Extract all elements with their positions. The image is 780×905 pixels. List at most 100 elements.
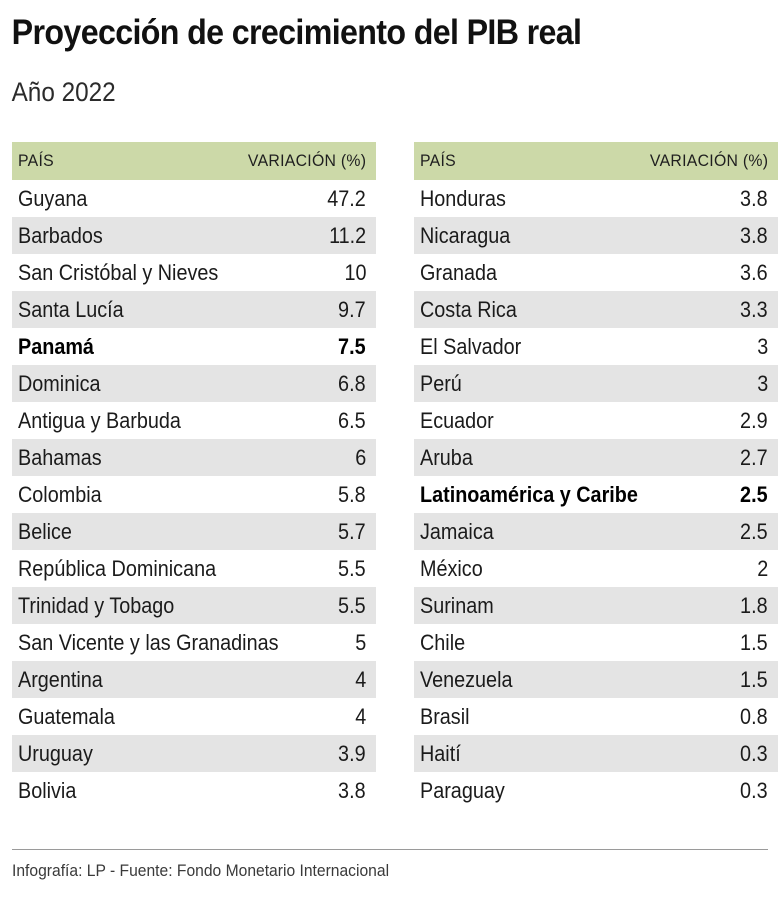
footer-divider [12, 849, 768, 850]
cell-country: Paraguay [420, 777, 505, 803]
cell-variation: 9.7 [338, 296, 366, 322]
table-header-row-right: PAÍS VARIACIÓN (%) [414, 142, 778, 180]
cell-country: Guatemala [18, 703, 115, 729]
cell-variation: 6.8 [338, 370, 366, 396]
cell-variation: 3 [756, 370, 768, 396]
cell-variation: 0.8 [740, 703, 768, 729]
cell-country: San Cristóbal y Nieves [18, 259, 219, 285]
cell-variation: 47.2 [327, 185, 366, 211]
table-row: Belice 5.7 [12, 513, 376, 550]
cell-variation: 4 [354, 703, 366, 729]
table-row: Paraguay 0.3 [414, 772, 778, 809]
cell-country: Surinam [420, 592, 494, 618]
cell-variation: 11.2 [328, 222, 366, 248]
cell-country: Bolivia [18, 777, 77, 803]
table-row: República Dominicana 5.5 [12, 550, 376, 587]
table-row: Guyana 47.2 [12, 180, 376, 217]
cell-country: Perú [420, 370, 462, 396]
cell-variation: 5.5 [338, 592, 366, 618]
table-row: Honduras 3.8 [414, 180, 778, 217]
tables-container: PAÍS VARIACIÓN (%) Guyana 47.2 Barbados 11.… [8, 108, 778, 809]
table-row: México 2 [414, 550, 778, 587]
cell-variation: 0.3 [740, 740, 768, 766]
cell-variation: 3.8 [338, 777, 366, 803]
table-row: Guatemala 4 [12, 698, 376, 735]
cell-country: Ecuador [420, 407, 494, 433]
cell-country: Granada [420, 259, 498, 285]
table-row: Argentina 4 [12, 661, 376, 698]
table-row: Chile 1.5 [414, 624, 778, 661]
cell-country: Haití [420, 740, 461, 766]
cell-country: Aruba [420, 444, 473, 470]
cell-country: Belice [18, 518, 72, 544]
table-row: Costa Rica 3.3 [414, 291, 778, 328]
cell-variation: 5 [354, 629, 366, 655]
table-row: Barbados 11.2 [12, 217, 376, 254]
cell-country: República Dominicana [18, 555, 217, 581]
cell-variation: 6 [354, 444, 366, 470]
table-body-left: Guyana 47.2 Barbados 11.2 San Cristóbal y Ni… [12, 180, 376, 809]
cell-variation: 3.6 [740, 259, 768, 285]
cell-variation: 3.8 [740, 222, 768, 248]
table-row: Brasil 0.8 [414, 698, 778, 735]
cell-variation: 2 [756, 555, 768, 581]
cell-country: El Salvador [420, 333, 522, 359]
cell-country: México [420, 555, 483, 581]
table-row: Nicaragua 3.8 [414, 217, 778, 254]
table-row: Bahamas 6 [12, 439, 376, 476]
cell-country: Uruguay [18, 740, 93, 766]
table-row: Santa Lucía 9.7 [12, 291, 376, 328]
cell-country: Colombia [18, 481, 102, 507]
cell-country: Barbados [18, 222, 103, 248]
column-header-variation: VARIACIÓN (%) [247, 151, 366, 170]
cell-variation: 5.7 [338, 518, 366, 544]
cell-variation: 3 [756, 333, 768, 359]
cell-variation: 3.9 [338, 740, 366, 766]
cell-variation: 10 [343, 259, 366, 285]
cell-country: Bahamas [18, 444, 102, 470]
cell-country: Antigua y Barbuda [18, 407, 181, 433]
cell-country: Trinidad y Tobago [18, 592, 175, 618]
footer: Infografía: LP - Fuente: Fondo Monetario… [12, 849, 768, 881]
cell-variation: 1.5 [740, 629, 768, 655]
cell-variation: 7.5 [338, 333, 366, 359]
cell-variation: 4 [354, 666, 366, 692]
cell-country: Jamaica [420, 518, 494, 544]
table-row: Granada 3.6 [414, 254, 778, 291]
cell-variation: 2.5 [740, 518, 768, 544]
table-row: Ecuador 2.9 [414, 402, 778, 439]
table-row: Aruba 2.7 [414, 439, 778, 476]
cell-country: Nicaragua [420, 222, 511, 248]
cell-country: Costa Rica [420, 296, 517, 322]
footer-credit: Infografía: LP - Fuente: Fondo Monetario… [12, 861, 390, 880]
cell-variation: 6.5 [338, 407, 366, 433]
cell-variation: 2.7 [740, 444, 768, 470]
table-row: Bolivia 3.8 [12, 772, 376, 809]
cell-country: Guyana [18, 185, 88, 211]
table-row: Panamá 7.5 [12, 328, 376, 365]
table-row: San Cristóbal y Nieves 10 [12, 254, 376, 291]
table-row: Perú 3 [414, 365, 778, 402]
cell-variation: 3.8 [740, 185, 768, 211]
cell-variation: 0.3 [740, 777, 768, 803]
cell-variation: 5.8 [338, 481, 366, 507]
table-row: Colombia 5.8 [12, 476, 376, 513]
cell-variation: 1.5 [740, 666, 768, 692]
page-subtitle: Año 2022 [11, 77, 116, 107]
cell-country: Santa Lucía [18, 296, 124, 322]
column-header-variation: VARIACIÓN (%) [649, 151, 768, 170]
table-row: Antigua y Barbuda 6.5 [12, 402, 376, 439]
gdp-table-left: PAÍS VARIACIÓN (%) Guyana 47.2 Barbados 11.… [12, 142, 376, 809]
table-row: San Vicente y las Granadinas 5 [12, 624, 376, 661]
cell-country: Panamá [18, 333, 94, 359]
cell-country: Honduras [420, 185, 506, 211]
table-header-row-left: PAÍS VARIACIÓN (%) [12, 142, 376, 180]
cell-country: Brasil [420, 703, 470, 729]
table-row: Jamaica 2.5 [414, 513, 778, 550]
column-header-country: PAÍS [18, 151, 54, 170]
cell-country: San Vicente y las Granadinas [18, 629, 279, 655]
cell-variation: 2.5 [740, 481, 768, 507]
table-row: Uruguay 3.9 [12, 735, 376, 772]
cell-variation: 1.8 [740, 592, 768, 618]
